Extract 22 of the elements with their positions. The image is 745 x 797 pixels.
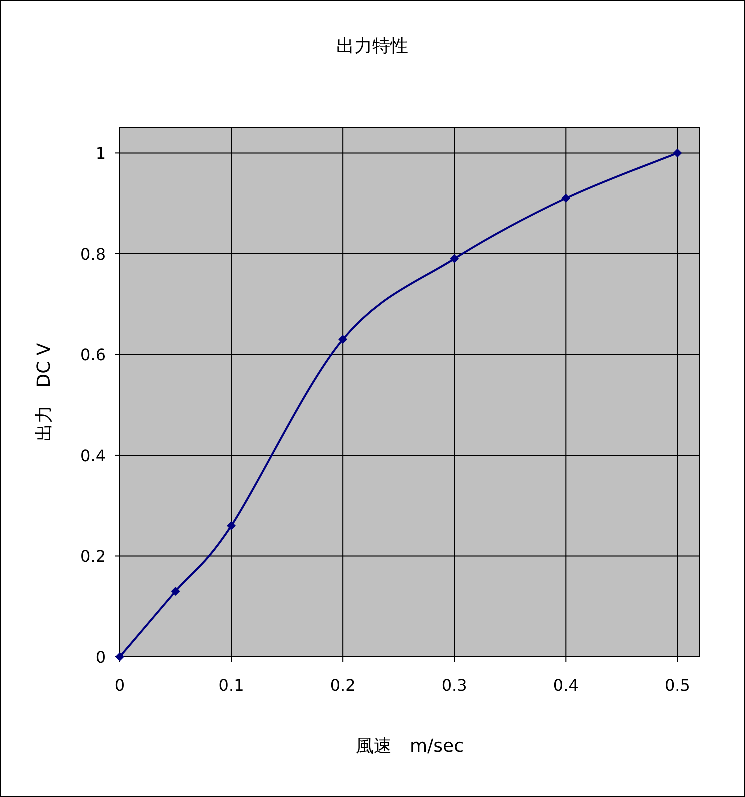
chart-title: 出力特性: [336, 36, 408, 57]
point: [338, 335, 348, 344]
y-tick-label: 0.6: [80, 346, 106, 365]
point: [450, 254, 460, 264]
point: [673, 148, 682, 158]
x-axis-title: 風速 m/sec: [356, 736, 464, 757]
y-tick-label: 0.2: [80, 547, 106, 566]
x-tick-label: 0.3: [442, 676, 468, 695]
y-tick-label: 0.8: [80, 244, 106, 264]
x-tick-label: 0: [114, 676, 126, 695]
y-tick-label: 0: [96, 648, 106, 667]
x-tick-label: 0.4: [553, 676, 579, 695]
point: [171, 587, 180, 596]
x-tick-label: 0.2: [330, 676, 356, 695]
point: [562, 194, 571, 204]
point: [227, 522, 236, 531]
y-tick-label: 1: [96, 144, 106, 164]
y-axis-title: 出力 DC V: [34, 342, 55, 442]
x-tick-label: 0.5: [664, 676, 690, 695]
point: [116, 652, 124, 662]
y-tick-label: 0.4: [80, 446, 106, 466]
x-tick-label: 0.1: [218, 676, 244, 695]
